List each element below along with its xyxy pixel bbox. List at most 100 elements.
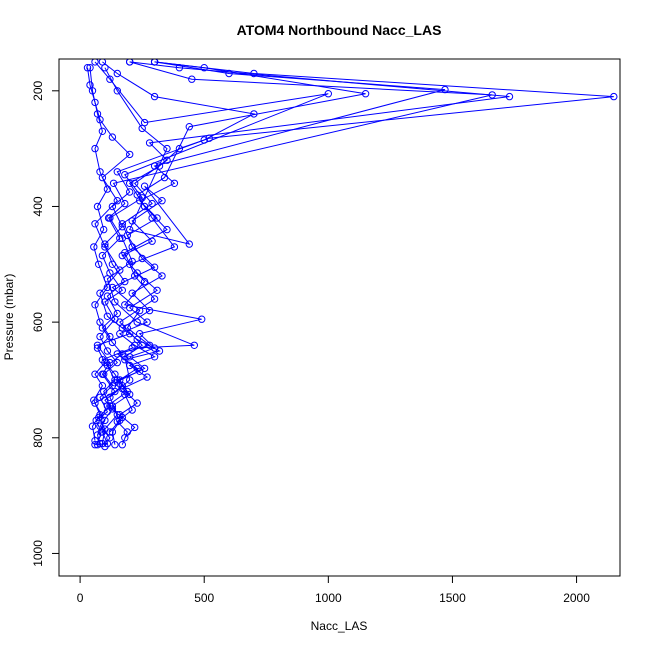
data-point: [108, 260, 117, 268]
data-point: [83, 64, 92, 72]
data-point: [93, 344, 102, 352]
data-point: [488, 91, 496, 99]
x-tick-label: 1000: [315, 591, 342, 605]
data-point: [361, 90, 370, 98]
data-point: [155, 347, 164, 355]
data-point: [111, 441, 119, 449]
data-point: [86, 64, 94, 72]
data-point: [136, 367, 144, 375]
data-point: [163, 156, 171, 164]
data-point: [163, 225, 171, 234]
data-point: [103, 408, 112, 416]
data-point: [91, 301, 99, 309]
data-point: [126, 390, 134, 399]
data-point: [109, 179, 118, 188]
y-tick-label: 400: [31, 196, 45, 216]
data-point: [126, 361, 134, 370]
data-point: [92, 416, 100, 425]
data-point: [98, 324, 107, 332]
data-point: [126, 260, 134, 268]
data-point: [113, 376, 122, 384]
data-point: [131, 341, 139, 349]
data-point: [90, 243, 98, 251]
data-point: [121, 277, 129, 286]
data-point: [133, 269, 141, 277]
x-tick-label: 500: [194, 591, 214, 605]
data-point: [121, 199, 129, 208]
data-point: [153, 214, 161, 222]
data-point: [108, 402, 117, 410]
series-layer: [83, 59, 618, 451]
data-point: [113, 87, 122, 95]
data-point: [143, 373, 151, 381]
data-point: [96, 168, 104, 176]
data-point: [198, 315, 206, 323]
data-point: [118, 251, 127, 260]
data-point: [505, 92, 514, 101]
data-point: [96, 332, 104, 341]
data-point: [190, 341, 199, 349]
x-axis: 0 500 1000 1500 2000: [77, 575, 590, 605]
data-point: [97, 428, 105, 436]
data-point: [104, 214, 113, 222]
series-line-4: [114, 61, 366, 445]
data-point: [150, 353, 159, 361]
data-point: [140, 182, 149, 190]
series-line-7: [98, 61, 614, 444]
data-point: [185, 123, 194, 131]
data-point: [126, 150, 134, 159]
data-point: [116, 234, 124, 243]
data-point: [150, 295, 159, 303]
data-point: [148, 237, 156, 245]
data-point: [250, 69, 258, 78]
x-axis-label: Nacc_LAS: [311, 619, 368, 633]
data-point: [121, 434, 129, 442]
data-point: [138, 124, 146, 133]
data-point: [148, 199, 156, 208]
data-point: [91, 98, 99, 107]
data-point: [91, 144, 99, 153]
data-point: [131, 423, 139, 432]
data-point: [88, 87, 97, 95]
y-axis: 200 400 600 800 1000: [31, 80, 60, 567]
data-point: [610, 92, 618, 101]
data-point: [103, 347, 112, 355]
y-tick-label: 800: [31, 427, 45, 447]
data-point: [101, 240, 109, 248]
data-point: [91, 220, 99, 228]
data-point: [113, 350, 122, 358]
data-point: [118, 223, 127, 231]
data-point: [126, 225, 134, 234]
data-point: [108, 133, 117, 141]
data-point: [126, 59, 134, 66]
data-point: [111, 315, 119, 323]
data-point: [324, 90, 332, 98]
chart-title: ATOM4 Northbound Nacc_LAS: [237, 22, 442, 38]
data-point: [138, 254, 146, 263]
data-point: [106, 269, 114, 277]
series-line-8: [95, 61, 493, 445]
data-point: [126, 179, 134, 188]
data-point: [96, 393, 104, 401]
data-point: [88, 422, 97, 430]
data-point: [101, 416, 109, 425]
data-point: [158, 272, 166, 280]
x-tick-label: 2000: [563, 591, 590, 605]
data-point: [150, 59, 159, 66]
plot-frame: [58, 58, 621, 577]
data-point: [143, 318, 151, 326]
data-point: [145, 139, 154, 147]
series-line-9: [104, 67, 191, 439]
data-point: [145, 306, 154, 315]
data-point: [103, 312, 112, 320]
data-point: [108, 338, 117, 347]
series-line-6: [109, 61, 446, 433]
data-point: [93, 441, 102, 449]
data-point: [118, 384, 127, 393]
data-point: [113, 197, 122, 205]
data-point: [133, 399, 141, 407]
data-point: [91, 370, 99, 378]
data-point: [91, 441, 99, 449]
data-point: [175, 144, 184, 153]
series-line-3: [94, 61, 329, 447]
